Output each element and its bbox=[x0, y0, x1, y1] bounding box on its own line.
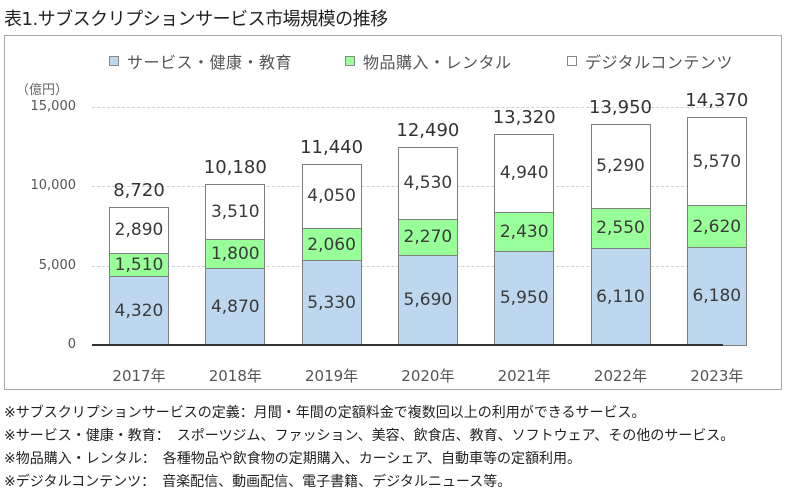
bar-total-label: 10,180 bbox=[203, 156, 267, 178]
bar-segment-goods: 2,550 bbox=[590, 207, 651, 250]
bar-segment-goods: 2,430 bbox=[494, 212, 555, 252]
legend-swatch-goods bbox=[345, 56, 355, 66]
bar-total-label: 13,950 bbox=[589, 96, 652, 118]
legend-swatch-digital bbox=[567, 56, 577, 66]
bar-segment-services: 6,180 bbox=[686, 246, 747, 346]
x-tick-label: 2021年 bbox=[497, 367, 551, 385]
y-tick-5000: 5,000 bbox=[38, 258, 76, 273]
bar-segment-digital: 3,510 bbox=[205, 183, 266, 241]
y-tick-15000: 15,000 bbox=[30, 99, 77, 114]
gridline-15000 bbox=[92, 107, 724, 108]
x-axis-line bbox=[92, 344, 723, 346]
bar-segment-services: 6,110 bbox=[590, 248, 651, 346]
bar-total-label: 8,720 bbox=[113, 179, 165, 201]
legend-label-services: サービス・健康・教育 bbox=[127, 53, 293, 72]
bar-segment-services: 5,690 bbox=[397, 254, 458, 346]
bar-segment-services: 4,870 bbox=[205, 267, 266, 346]
legend-label-digital: デジタルコンテンツ bbox=[585, 53, 733, 72]
bar-total-label: 11,440 bbox=[300, 136, 364, 158]
bar-segment-digital: 4,940 bbox=[494, 133, 555, 214]
x-tick-label: 2017年 bbox=[112, 367, 166, 385]
legend-item-digital: デジタルコンテンツ bbox=[567, 49, 733, 73]
bar-segment-services: 4,320 bbox=[109, 276, 169, 346]
bar-segment-digital: 4,050 bbox=[301, 163, 362, 229]
chart-frame bbox=[4, 35, 782, 390]
bar-segment-services: 5,950 bbox=[494, 250, 555, 346]
y-tick-10000: 10,000 bbox=[30, 178, 77, 193]
bar-segment-digital: 5,570 bbox=[686, 117, 747, 207]
legend-item-services: サービス・健康・教育 bbox=[109, 49, 292, 73]
x-tick-label: 2022年 bbox=[593, 367, 648, 385]
y-tick-0: 0 bbox=[67, 337, 76, 352]
bar-total-label: 13,320 bbox=[492, 106, 556, 128]
chart-title: 表1.サブスクリプションサービス市場規模の推移 bbox=[4, 9, 388, 30]
note-digital: ※デジタルコンテンツ： 音楽配信、動画配信、電子書籍、デジタルニュース等。 bbox=[4, 474, 512, 490]
x-tick-label: 2018年 bbox=[208, 367, 262, 385]
y-axis-unit-label: （億円） bbox=[16, 83, 69, 98]
x-tick-label: 2020年 bbox=[401, 367, 455, 385]
bar-segment-digital: 5,290 bbox=[590, 123, 651, 209]
note-definition: ※サブスクリプションサービスの定義：月間・年間の定額料金で複数回以上の利用ができ… bbox=[4, 405, 646, 421]
bar-segment-goods: 2,270 bbox=[397, 218, 458, 256]
bar-segment-digital: 2,890 bbox=[109, 206, 169, 254]
legend-label-goods: 物品購入・レンタル bbox=[363, 53, 512, 72]
legend-swatch-services bbox=[109, 56, 119, 66]
legend-item-goods: 物品購入・レンタル bbox=[345, 49, 512, 73]
bar-segment-services: 5,330 bbox=[301, 260, 362, 346]
note-services: ※サービス・健康・教育： スポーツジム、ファッション、美容、飲食店、教育、ソフト… bbox=[4, 428, 735, 444]
x-tick-label: 2019年 bbox=[305, 367, 359, 385]
x-tick-label: 2023年 bbox=[690, 367, 744, 385]
bar-segment-goods: 1,800 bbox=[205, 239, 266, 269]
bar-segment-goods: 2,620 bbox=[686, 205, 747, 248]
chart-legend: サービス・健康・教育 物品購入・レンタル デジタルコンテンツ bbox=[0, 49, 800, 73]
bar-segment-digital: 4,530 bbox=[397, 146, 458, 220]
bar-segment-goods: 1,510 bbox=[109, 252, 169, 278]
chart-notes: ※サブスクリプションサービスの定義：月間・年間の定額料金で複数回以上の利用ができ… bbox=[4, 402, 734, 494]
note-goods: ※物品購入・レンタル： 各種物品や飲食物の定期購入、カーシェア、自動車等の定額利… bbox=[4, 451, 582, 467]
bar-segment-goods: 2,060 bbox=[301, 227, 362, 262]
bar-total-label: 14,370 bbox=[685, 90, 749, 112]
bar-total-label: 12,490 bbox=[396, 119, 460, 141]
